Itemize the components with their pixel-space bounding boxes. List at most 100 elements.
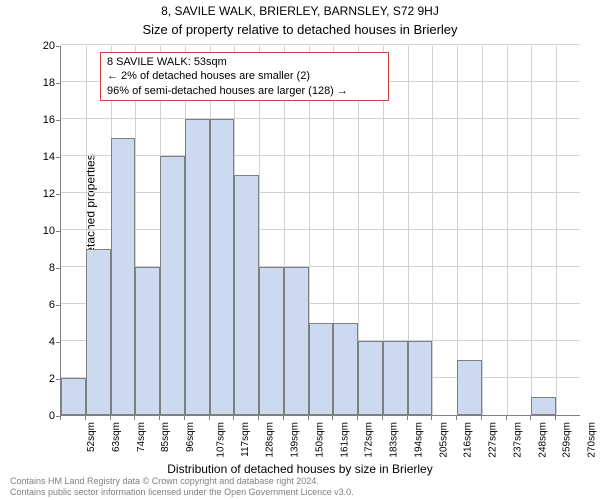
xtick-mark: [308, 416, 309, 420]
gridline-v: [556, 46, 557, 415]
xtick-mark: [134, 416, 135, 420]
ytick-mark: [56, 46, 60, 47]
xtick-mark: [431, 416, 432, 420]
histogram-bar: [160, 156, 185, 415]
xtick-mark: [530, 416, 531, 420]
xtick-label: 150sqm: [314, 422, 325, 458]
ytick-mark: [56, 342, 60, 343]
ytick-label: 14: [25, 151, 55, 163]
ytick-mark: [56, 231, 60, 232]
histogram-bar: [185, 119, 210, 415]
xtick-label: 194sqm: [413, 422, 424, 458]
ytick-mark: [56, 157, 60, 158]
ytick-mark: [56, 83, 60, 84]
xtick-mark: [407, 416, 408, 420]
ytick-label: 8: [25, 262, 55, 274]
xtick-mark: [209, 416, 210, 420]
xtick-label: 172sqm: [364, 422, 375, 458]
xtick-label: 237sqm: [513, 422, 524, 458]
ytick-label: 16: [25, 114, 55, 126]
ytick-label: 10: [25, 225, 55, 237]
histogram-bar: [383, 341, 408, 415]
xtick-mark: [506, 416, 507, 420]
histogram-bar: [284, 267, 309, 415]
xtick-label: 270sqm: [587, 422, 598, 458]
address-title: 8, SAVILE WALK, BRIERLEY, BARNSLEY, S72 …: [0, 4, 600, 18]
xtick-label: 161sqm: [339, 422, 350, 458]
footer-line1: Contains HM Land Registry data © Crown c…: [10, 476, 354, 487]
xtick-mark: [233, 416, 234, 420]
plot-area: [60, 46, 580, 416]
gridline-h: [61, 44, 580, 45]
histogram-bar: [309, 323, 334, 416]
footer-attribution: Contains HM Land Registry data © Crown c…: [10, 476, 354, 498]
ytick-label: 0: [25, 410, 55, 422]
annotation-line3: 96% of semi-detached houses are larger (…: [107, 84, 382, 98]
xtick-label: 248sqm: [537, 422, 548, 458]
xtick-label: 85sqm: [160, 422, 171, 452]
ytick-mark: [56, 268, 60, 269]
xtick-label: 259sqm: [562, 422, 573, 458]
gridline-h: [61, 155, 580, 156]
xtick-label: 216sqm: [463, 422, 474, 458]
histogram-bar: [61, 378, 86, 415]
xtick-label: 63sqm: [111, 422, 122, 452]
xtick-label: 74sqm: [136, 422, 147, 452]
gridline-v: [531, 46, 532, 415]
xtick-label: 205sqm: [438, 422, 449, 458]
ytick-label: 12: [25, 188, 55, 200]
histogram-bar: [531, 397, 556, 416]
ytick-label: 2: [25, 373, 55, 385]
ytick-label: 6: [25, 299, 55, 311]
xtick-label: 139sqm: [290, 422, 301, 458]
chart-container: 8, SAVILE WALK, BRIERLEY, BARNSLEY, S72 …: [0, 0, 600, 500]
gridline-h: [61, 229, 580, 230]
xtick-mark: [357, 416, 358, 420]
histogram-bar: [408, 341, 433, 415]
ytick-label: 20: [25, 40, 55, 52]
gridline-h: [61, 118, 580, 119]
gridline-v: [507, 46, 508, 415]
ytick-mark: [56, 305, 60, 306]
histogram-bar: [234, 175, 259, 416]
xtick-label: 128sqm: [265, 422, 276, 458]
xtick-mark: [555, 416, 556, 420]
xtick-mark: [60, 416, 61, 420]
histogram-bar: [210, 119, 235, 415]
gridline-v: [482, 46, 483, 415]
histogram-bar: [86, 249, 111, 416]
xtick-mark: [85, 416, 86, 420]
x-axis-label: Distribution of detached houses by size …: [0, 462, 600, 476]
histogram-bar: [358, 341, 383, 415]
xtick-mark: [159, 416, 160, 420]
ytick-mark: [56, 194, 60, 195]
xtick-mark: [110, 416, 111, 420]
xtick-mark: [481, 416, 482, 420]
xtick-mark: [332, 416, 333, 420]
chart-title: Size of property relative to detached ho…: [0, 22, 600, 37]
xtick-mark: [283, 416, 284, 420]
histogram-bar: [111, 138, 136, 416]
footer-line2: Contains public sector information licen…: [10, 487, 354, 498]
xtick-label: 227sqm: [488, 422, 499, 458]
histogram-bar: [333, 323, 358, 416]
xtick-label: 117sqm: [239, 422, 250, 457]
ytick-mark: [56, 379, 60, 380]
xtick-label: 52sqm: [86, 422, 97, 452]
gridline-h: [61, 192, 580, 193]
xtick-label: 183sqm: [389, 422, 400, 458]
ytick-label: 18: [25, 77, 55, 89]
xtick-label: 96sqm: [185, 422, 196, 452]
annotation-box: 8 SAVILE WALK: 53sqm ← 2% of detached ho…: [100, 52, 389, 101]
histogram-bar: [457, 360, 482, 416]
gridline-v: [432, 46, 433, 415]
annotation-line2: ← 2% of detached houses are smaller (2): [107, 69, 382, 83]
ytick-mark: [56, 120, 60, 121]
histogram-bar: [135, 267, 160, 415]
xtick-label: 107sqm: [215, 422, 226, 458]
annotation-line1: 8 SAVILE WALK: 53sqm: [107, 55, 382, 69]
xtick-mark: [184, 416, 185, 420]
xtick-mark: [382, 416, 383, 420]
xtick-mark: [456, 416, 457, 420]
histogram-bar: [259, 267, 284, 415]
